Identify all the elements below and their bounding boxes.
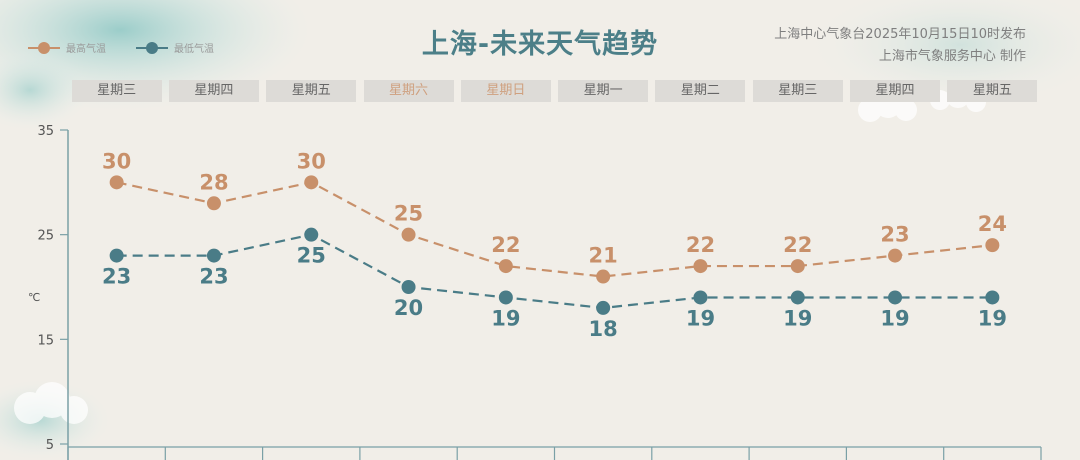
high-temp-line bbox=[116, 181, 993, 278]
high-temp-point bbox=[109, 175, 124, 190]
issuer-line-publish: 上海中心气象台2025年10月15日10时发布 bbox=[774, 27, 1026, 42]
low-temp-point bbox=[985, 290, 1000, 305]
high-temp-label: 28 bbox=[199, 170, 228, 194]
low-temp-point bbox=[401, 280, 416, 294]
low-temp-label: 20 bbox=[394, 296, 423, 320]
low-temp-point bbox=[304, 227, 319, 242]
chart-legend: 最高气温 最低气温 bbox=[26, 40, 214, 55]
high-temp-label: 22 bbox=[783, 233, 812, 257]
low-temp-point bbox=[498, 290, 513, 305]
y-axis-unit-label: ℃ bbox=[28, 291, 41, 304]
low-temp-point bbox=[790, 290, 805, 305]
high-temp-point bbox=[985, 238, 1000, 253]
high-temp-point bbox=[401, 227, 416, 242]
low-temp-label: 23 bbox=[199, 265, 228, 289]
issuer-line-producer: 上海市气象服务中心 制作 bbox=[878, 49, 1026, 64]
low-temp-line bbox=[116, 233, 993, 310]
y-tick-label: 15 bbox=[37, 333, 54, 348]
low-temp-label: 19 bbox=[783, 306, 812, 330]
issuer-info: 上海中心气象台2025年10月15日10时发布 上海市气象服务中心 制作 bbox=[774, 24, 1026, 68]
y-tick-label: 25 bbox=[37, 229, 54, 244]
high-temp-label: 25 bbox=[394, 202, 423, 226]
legend-high-label: 最高气温 bbox=[66, 44, 106, 55]
y-tick-label: 5 bbox=[46, 438, 54, 453]
y-tick-label: 35 bbox=[37, 124, 54, 139]
low-temp-label: 19 bbox=[491, 306, 520, 330]
high-temp-point bbox=[596, 269, 611, 284]
high-temp-label: 30 bbox=[297, 149, 326, 173]
high-temp-point bbox=[498, 259, 513, 274]
legend-low-label: 最低气温 bbox=[174, 44, 214, 55]
low-temp-label: 19 bbox=[978, 306, 1007, 330]
high-temp-point bbox=[790, 259, 805, 274]
high-temp-point bbox=[304, 175, 319, 190]
page-title: 上海-未来天气趋势 bbox=[421, 29, 659, 60]
low-temp-label: 19 bbox=[686, 306, 715, 330]
low-temp-label: 25 bbox=[297, 244, 326, 268]
high-temp-point bbox=[206, 196, 221, 211]
low-temp-point bbox=[109, 248, 124, 263]
high-temp-label: 23 bbox=[880, 223, 909, 247]
low-temp-point bbox=[693, 290, 708, 305]
low-temp-point bbox=[888, 290, 903, 305]
legend-item-low: 最低气温 bbox=[134, 40, 214, 55]
high-temp-point bbox=[888, 248, 903, 263]
low-temp-label: 23 bbox=[102, 265, 131, 289]
low-temp-label: 19 bbox=[880, 306, 909, 330]
high-temp-label: 24 bbox=[978, 212, 1007, 236]
high-temp-label: 30 bbox=[102, 149, 131, 173]
low-temp-label: 18 bbox=[589, 317, 618, 341]
legend-low-marker-icon bbox=[136, 41, 168, 54]
high-temp-label: 22 bbox=[491, 233, 520, 257]
low-temp-point bbox=[596, 300, 611, 315]
high-temp-point bbox=[693, 259, 708, 274]
high-temp-label: 22 bbox=[686, 233, 715, 257]
high-temp-label: 21 bbox=[589, 244, 618, 268]
legend-item-high: 最高气温 bbox=[26, 40, 106, 55]
legend-high-marker-icon bbox=[28, 41, 60, 54]
low-temp-point bbox=[206, 248, 221, 263]
